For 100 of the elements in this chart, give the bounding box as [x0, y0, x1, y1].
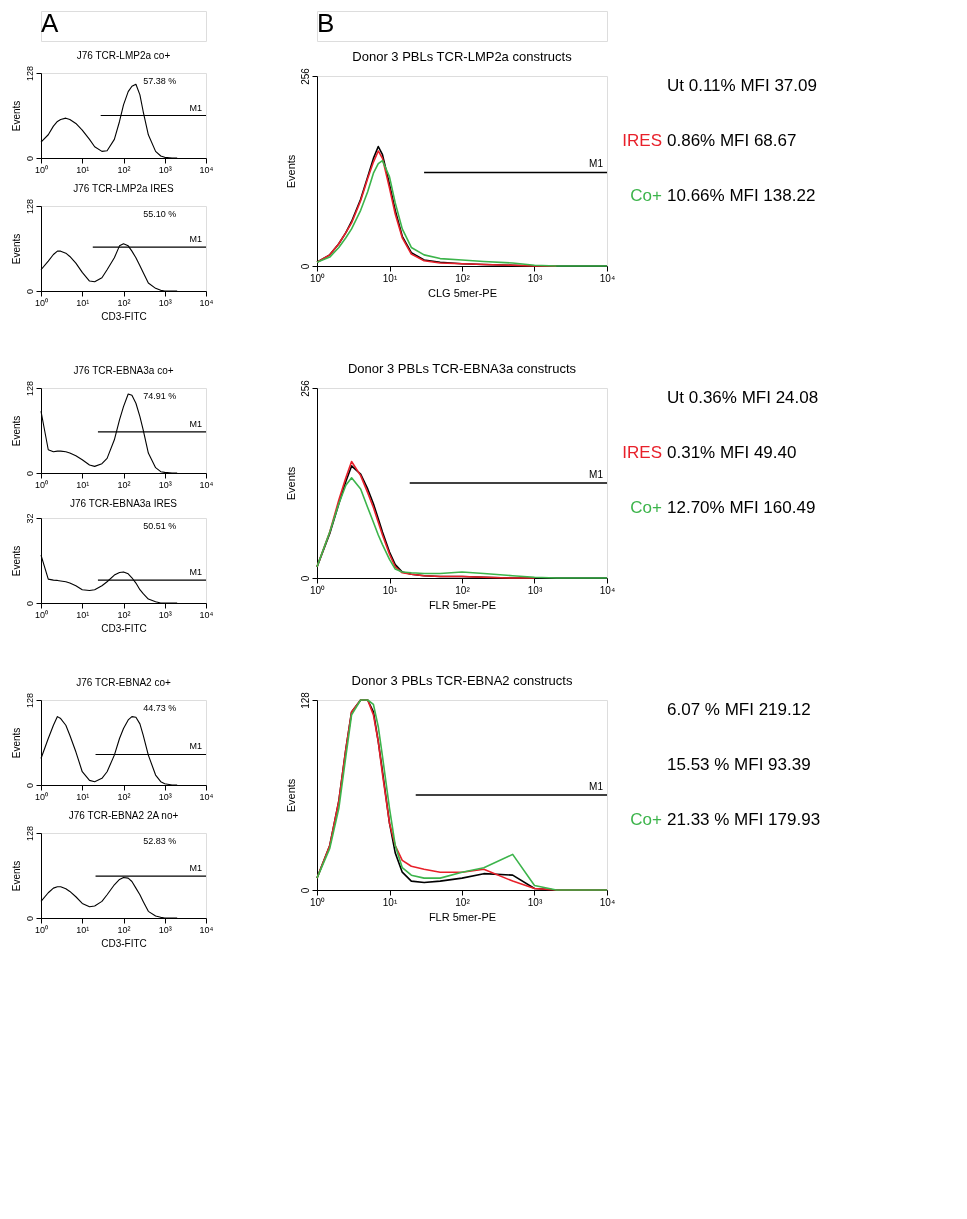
text: 10.66% MFI 138.22 [667, 186, 816, 205]
x-tick-label: 10⁴ [199, 791, 214, 802]
y-axis-title: Events [10, 860, 22, 892]
x-axis-title: FLR 5mer-PE [428, 598, 497, 611]
text: 12.70% MFI 160.49 [667, 498, 816, 517]
y-tick-label: 0 [299, 887, 311, 894]
y-tick-label: 256 [299, 67, 311, 85]
text: Co+ [630, 186, 663, 205]
x-tick-label: 10³ [527, 584, 543, 596]
x-tick-label: 10⁴ [599, 272, 616, 284]
series-label: M1 [189, 234, 202, 245]
text: 21.33 % MFI 179.93 [667, 810, 821, 829]
series-label: M1 [589, 469, 604, 480]
x-tick-label: 10⁰ [34, 609, 49, 620]
y-tick-label: 128 [24, 380, 35, 397]
x-tick-label: 10¹ [76, 791, 90, 802]
text: B [317, 8, 335, 38]
series-label: M1 [189, 741, 202, 752]
annotation: 50.51 % [143, 521, 177, 531]
x-tick-label: 10¹ [76, 297, 90, 308]
text: Ut 0.36% MFI 24.08 [667, 388, 819, 407]
x-tick-label: 10⁰ [309, 272, 326, 284]
chart-title: Donor 3 PBLs TCR-LMP2a constructs [352, 48, 573, 64]
x-tick-label: 10⁴ [199, 164, 214, 175]
x-tick-label: 10³ [158, 791, 172, 802]
chart-title: J76 TCR-LMP2a IRES [73, 183, 175, 195]
y-tick-label: 0 [299, 263, 311, 270]
annotation: 74.91 % [143, 391, 177, 401]
x-tick-label: 10³ [527, 272, 543, 284]
y-tick-label: 128 [299, 691, 311, 709]
y-tick-label: 0 [24, 470, 35, 477]
x-tick-label: 10³ [158, 609, 172, 620]
annotation: 52.83 % [143, 836, 177, 846]
x-tick-label: 10¹ [76, 164, 90, 175]
x-tick-label: 10³ [158, 297, 172, 308]
series-label: M1 [189, 418, 202, 429]
x-axis-title: CD3-FITC [101, 310, 147, 322]
x-tick-label: 10² [455, 896, 471, 908]
text: 15.53 % MFI 93.39 [667, 755, 811, 774]
x-tick-label: 10¹ [76, 479, 90, 490]
series-label: M1 [189, 102, 202, 113]
x-tick-label: 10³ [158, 924, 172, 935]
chart-title: J76 TCR-LMP2a co+ [76, 50, 171, 62]
y-tick-label: 128 [24, 825, 35, 842]
text: IRES [622, 443, 662, 462]
x-tick-label: 10¹ [382, 896, 398, 908]
y-axis-title: Events [284, 466, 297, 501]
y-tick-label: 128 [24, 65, 35, 82]
x-tick-label: 10⁴ [599, 896, 616, 908]
y-axis-title: Events [10, 100, 22, 132]
text: 0.31% MFI 49.40 [667, 443, 797, 462]
chart-title: Donor 3 PBLs TCR-EBNA3a constructs [347, 360, 577, 376]
y-tick-label: 128 [24, 198, 35, 215]
x-tick-label: 10² [117, 297, 131, 308]
x-tick-label: 10² [117, 924, 131, 935]
x-tick-label: 10¹ [382, 272, 398, 284]
y-tick-label: 128 [24, 692, 35, 709]
annotation: 44.73 % [143, 703, 177, 713]
x-axis-title: CD3-FITC [101, 622, 147, 634]
x-tick-label: 10² [117, 479, 131, 490]
x-tick-label: 10⁰ [34, 164, 49, 175]
x-tick-label: 10⁰ [309, 896, 326, 908]
y-axis-title: Events [10, 545, 22, 577]
x-tick-label: 10⁰ [34, 297, 49, 308]
y-tick-label: 0 [24, 782, 35, 789]
x-tick-label: 10⁴ [199, 297, 214, 308]
x-tick-label: 10¹ [382, 584, 398, 596]
y-tick-label: 0 [24, 915, 35, 922]
x-tick-label: 10⁴ [199, 924, 214, 935]
y-axis-title: Events [10, 415, 22, 447]
annotation: 55.10 % [143, 209, 177, 219]
x-tick-label: 10⁰ [34, 479, 49, 490]
text: Co+ [630, 810, 663, 829]
chart-title: J76 TCR-EBNA3a IRES [69, 497, 178, 509]
text: A [41, 8, 59, 38]
y-axis-title: Events [10, 727, 22, 759]
x-tick-label: 10⁰ [34, 791, 49, 802]
text: Ut 0.11% MFI 37.09 [667, 76, 817, 95]
y-tick-label: 0 [24, 288, 35, 295]
x-tick-label: 10² [117, 791, 131, 802]
y-axis-title: Events [284, 778, 297, 813]
y-tick-label: 256 [299, 379, 311, 397]
y-tick-label: 0 [299, 575, 311, 582]
x-tick-label: 10² [117, 609, 131, 620]
series-label: M1 [589, 158, 604, 170]
text: IRES [622, 131, 662, 150]
x-axis-title: FLR 5mer-PE [428, 910, 497, 923]
x-axis-title: CD3-FITC [101, 937, 147, 949]
x-tick-label: 10² [117, 164, 131, 175]
y-tick-label: 0 [24, 600, 35, 607]
x-tick-label: 10⁰ [34, 924, 49, 935]
x-tick-label: 10⁴ [599, 584, 616, 596]
x-tick-label: 10³ [158, 479, 172, 490]
y-axis-title: Events [10, 233, 22, 265]
chart-title: J76 TCR-EBNA2 2A no+ [68, 810, 179, 822]
y-tick-label: 0 [24, 155, 35, 162]
x-tick-label: 10³ [527, 896, 543, 908]
x-axis-title: CLG 5mer-PE [427, 286, 498, 299]
annotation: 57.38 % [143, 76, 177, 86]
y-tick-label: 32 [24, 513, 35, 524]
